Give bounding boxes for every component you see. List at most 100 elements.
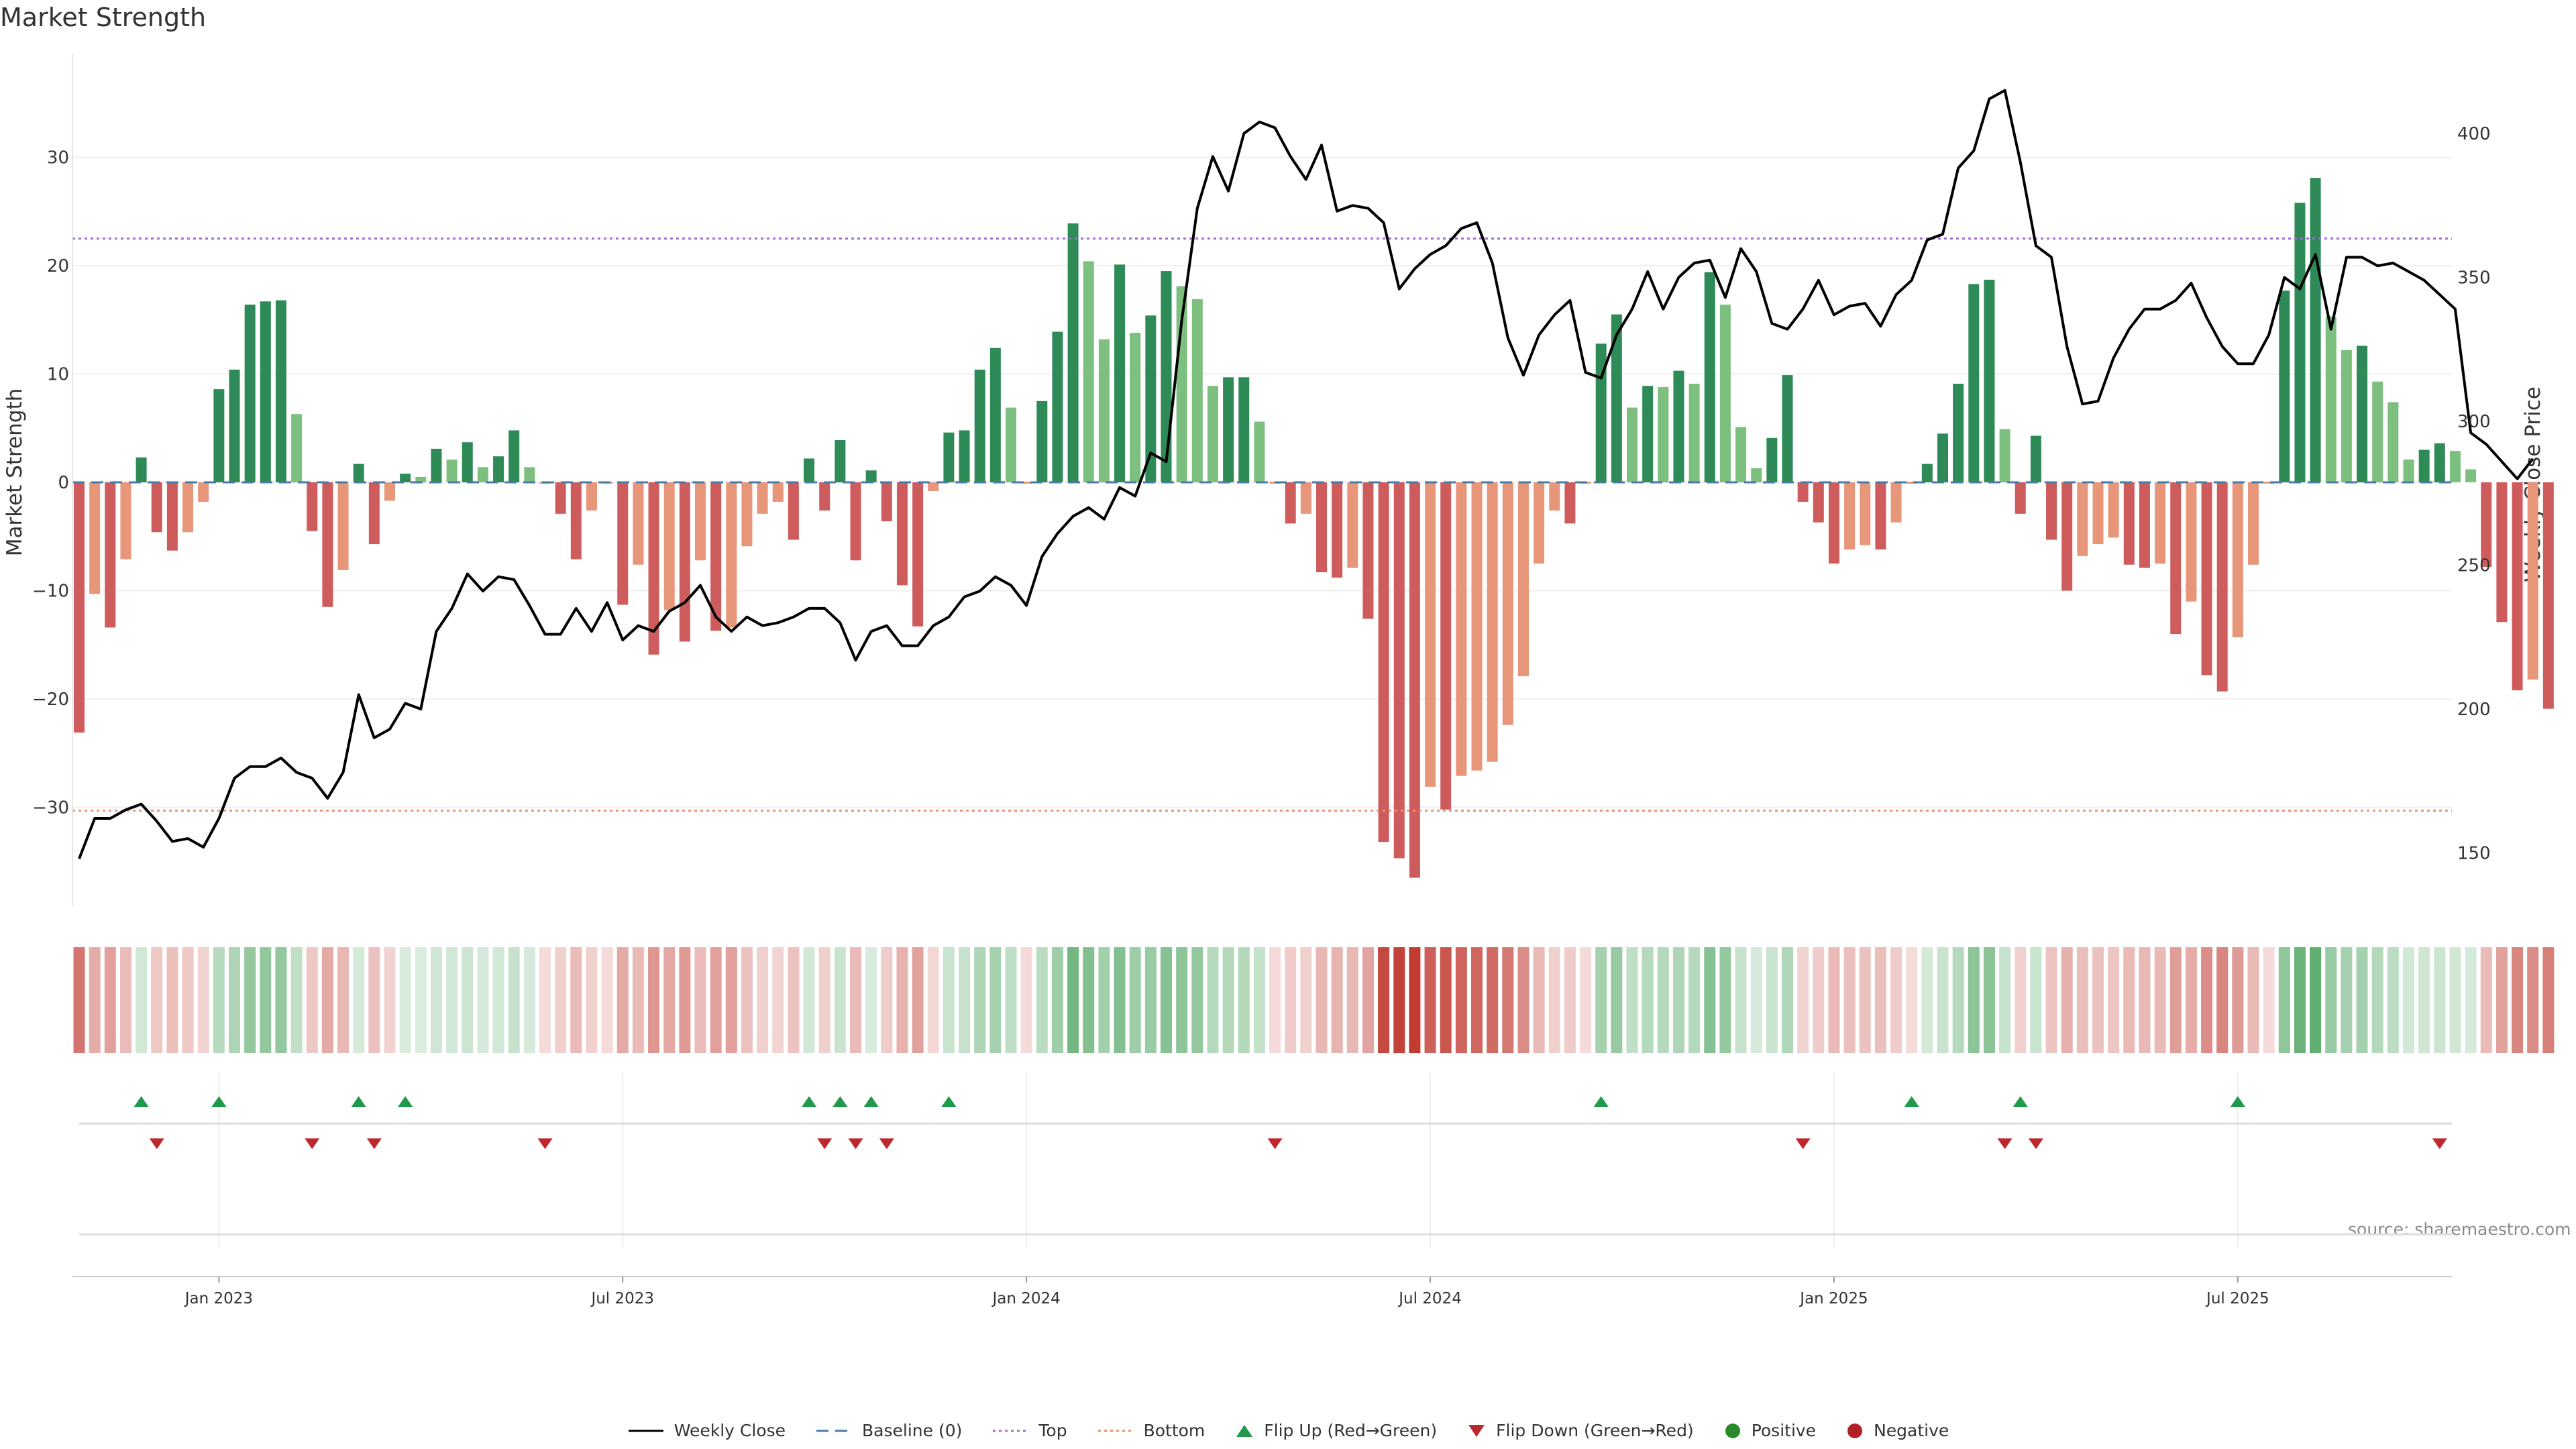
heat-cell [1999, 947, 2011, 1053]
strength-bar [2310, 178, 2321, 482]
strength-bar [1502, 482, 1513, 725]
strength-bar [1875, 482, 1886, 550]
heat-cell [1890, 947, 1902, 1053]
heat-cell [275, 947, 287, 1053]
flip-down-marker [537, 1138, 553, 1149]
strength-bar [136, 457, 147, 482]
heat-cell [1487, 947, 1499, 1053]
legend-bottom: Bottom [1097, 1421, 1205, 1440]
heat-cell [1114, 947, 1126, 1053]
strength-bar [1362, 482, 1374, 619]
strength-bar [1890, 482, 1902, 523]
heat-cell [104, 947, 116, 1053]
heat-cell [834, 947, 846, 1053]
strength-bar [555, 482, 566, 514]
heat-cell [1020, 947, 1032, 1053]
circle-green-icon [1725, 1423, 1740, 1438]
flip-up-marker [133, 1096, 149, 1107]
heat-cell [1843, 947, 1856, 1053]
heat-cell [1253, 947, 1265, 1053]
strength-bar [307, 482, 318, 531]
strength-bar [2061, 482, 2073, 591]
strength-bar [989, 347, 1001, 482]
y-tick-left: 10 [47, 365, 69, 385]
flip-up-marker [1593, 1096, 1609, 1107]
strength-bar [2216, 482, 2228, 692]
strength-bar [275, 300, 286, 482]
strength-bar [1145, 315, 1157, 482]
strength-bar [2403, 460, 2414, 482]
strength-bar [1191, 299, 1203, 482]
strength-bar [881, 482, 892, 522]
heat-cell [136, 947, 148, 1053]
strength-bar [1223, 377, 1234, 482]
heat-cell [1766, 947, 1778, 1053]
heat-cell [818, 947, 830, 1053]
heat-cell [2434, 947, 2446, 1053]
strength-bar [1564, 482, 1576, 524]
strength-bar [819, 482, 830, 511]
heat-cell [508, 947, 520, 1053]
strength-heat-strip [73, 947, 2555, 1053]
strength-bar [726, 482, 737, 628]
flip-down-marker [149, 1138, 164, 1149]
flip-up-marker [863, 1096, 879, 1107]
x-tick-label: Jan 2025 [1799, 1290, 1868, 1307]
strength-bar [1751, 468, 1762, 482]
flip-up-marker [351, 1096, 366, 1107]
flip-up-marker [211, 1096, 227, 1107]
legend-positive: Positive [1723, 1421, 1816, 1440]
strength-bar [1440, 482, 1452, 810]
strength-bar [1130, 333, 1141, 482]
strength-bar [1688, 384, 1700, 482]
strength-bar [974, 370, 985, 482]
heat-cell [943, 947, 955, 1053]
heat-cell [2278, 947, 2290, 1053]
heat-cell [989, 947, 1002, 1053]
heat-cell [1331, 947, 1343, 1053]
legend-line-icon [628, 1430, 663, 1432]
legend-label: Top [1038, 1421, 1067, 1440]
heat-cell [1626, 947, 1638, 1053]
strength-bar [1409, 482, 1420, 878]
heat-cell [1937, 947, 1949, 1053]
strength-bar [1673, 370, 1684, 482]
legend-label: Positive [1751, 1421, 1817, 1440]
heat-cell [1207, 947, 1219, 1053]
heat-cell [1036, 947, 1048, 1053]
flip-up-marker [1904, 1096, 1919, 1107]
strength-bar [1021, 482, 1032, 484]
legend-flip-down: Flip Down (Green→Red) [1466, 1421, 1694, 1440]
heat-cell [353, 947, 365, 1053]
heat-cell [1782, 947, 1793, 1053]
x-tick-label: Jul 2024 [1397, 1290, 1462, 1307]
heat-cell [803, 947, 815, 1053]
strength-bar [1860, 482, 1871, 545]
y-tick-left: −30 [32, 798, 69, 818]
heat-cell [306, 947, 318, 1053]
heat-cell [2418, 947, 2430, 1053]
strength-bar [1114, 264, 1126, 482]
strength-bar [2357, 345, 2368, 482]
strength-bar [1968, 284, 1980, 482]
y-tick-right: 300 [2457, 412, 2491, 432]
strength-bar [89, 482, 101, 594]
strength-bar [1642, 386, 1654, 482]
strength-bar [2232, 482, 2243, 637]
strength-bar [2279, 290, 2290, 482]
y-tick-left: 0 [58, 473, 69, 493]
heat-cell [2310, 947, 2322, 1053]
strength-bar [959, 430, 970, 482]
strength-bar [2294, 203, 2306, 482]
legend-top: Top [991, 1421, 1067, 1440]
heat-cell [959, 947, 971, 1053]
heat-cell [2542, 947, 2555, 1053]
legend-label: Weekly Close [674, 1421, 786, 1440]
strength-bar [943, 432, 955, 482]
flip-up-marker [2012, 1096, 2028, 1107]
heat-cell [2465, 947, 2477, 1053]
heat-cell [570, 947, 582, 1053]
axis-layer: 30 20 10 0 −10 −20 −30 400 350 300 250 200 150 [32, 54, 2491, 906]
heat-cell [2356, 947, 2368, 1053]
strength-bar [1937, 433, 1948, 482]
